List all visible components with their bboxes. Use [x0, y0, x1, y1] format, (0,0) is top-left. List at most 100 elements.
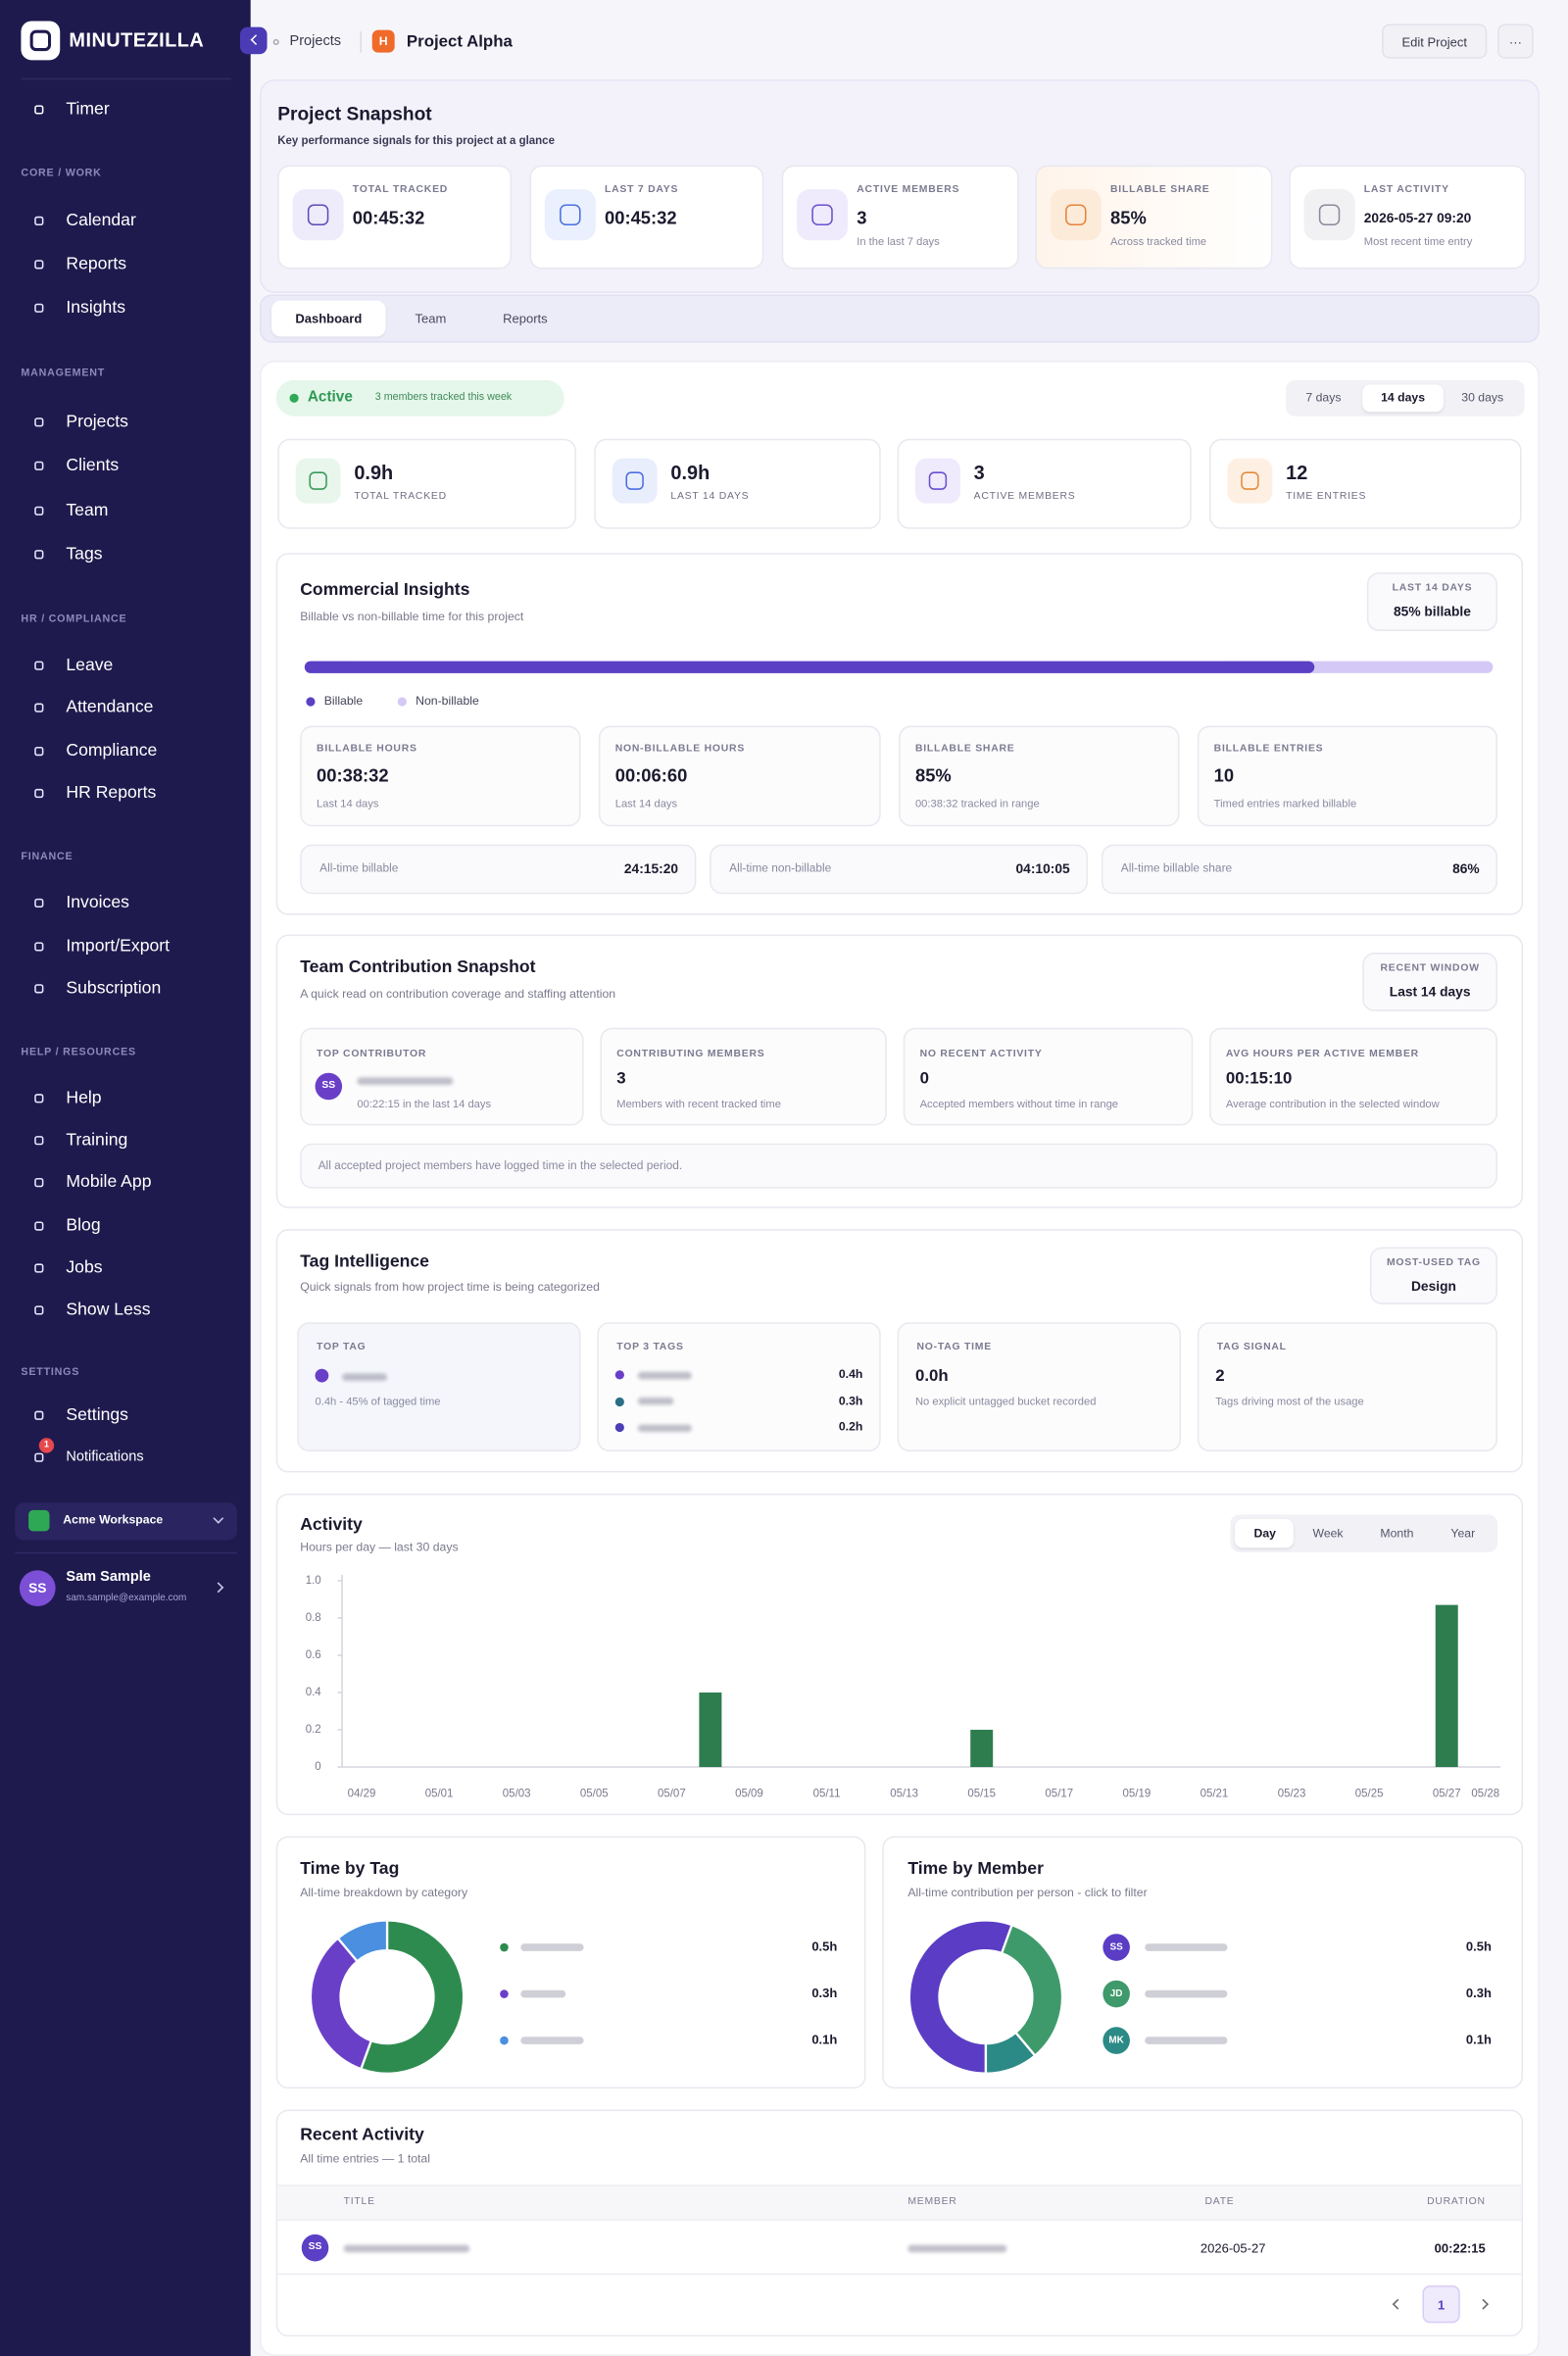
tab-active[interactable]: [271, 300, 386, 337]
icon: [28, 211, 49, 231]
stat-label: BILLABLE SHARE: [1110, 184, 1210, 196]
tab[interactable]: Team: [415, 311, 447, 326]
redacted-text: [1145, 1989, 1228, 1998]
icon: [28, 1300, 49, 1320]
sidebar-item[interactable]: Invoices: [66, 894, 129, 912]
redacted-text: [357, 1076, 454, 1085]
bar: [970, 1730, 994, 1768]
sidebar-item[interactable]: Reports: [66, 255, 127, 274]
sidebar-item[interactable]: Subscription: [66, 979, 162, 999]
metric-label: NO RECENT ACTIVITY: [919, 1049, 1043, 1059]
sidebar-item[interactable]: Calendar: [66, 212, 136, 230]
collapse-button[interactable]: [239, 26, 268, 55]
info-row: [300, 1143, 1498, 1189]
icon: [914, 458, 960, 504]
range-active[interactable]: [1362, 384, 1444, 413]
breadcrumb[interactable]: Projects: [289, 32, 342, 50]
sidebar-item[interactable]: Insights: [66, 299, 126, 318]
sidebar-item[interactable]: Timer: [66, 100, 110, 120]
sidebar-item[interactable]: Team: [66, 502, 109, 520]
x-tick-label: 05/27: [1433, 1789, 1461, 1800]
sidebar-item[interactable]: Attendance: [66, 698, 154, 717]
metric-value: 00:06:60: [614, 764, 688, 786]
range-option[interactable]: Year: [1450, 1525, 1476, 1540]
sidebar-item[interactable]: Training: [66, 1131, 128, 1150]
icon-glyph: [1241, 471, 1259, 490]
metric-card: [600, 1027, 887, 1126]
sidebar-item[interactable]: HR Reports: [66, 784, 157, 803]
x-tick-label: 05/05: [580, 1789, 609, 1800]
redacted-text: [343, 2243, 470, 2252]
range-option[interactable]: Day: [1253, 1525, 1276, 1540]
metric-note: Timed entries marked billable: [1213, 796, 1357, 810]
sidebar-item[interactable]: Show Less: [66, 1301, 151, 1320]
range-option[interactable]: Month: [1380, 1525, 1414, 1540]
icon: [28, 893, 49, 913]
icon-glyph: [560, 204, 581, 225]
page-button[interactable]: [1422, 2284, 1460, 2324]
sidebar-item[interactable]: Leave: [66, 657, 114, 675]
icon-glyph: [34, 303, 44, 313]
range-option[interactable]: 14 days: [1381, 390, 1426, 405]
legend-value: 0.1h: [811, 2033, 837, 2047]
sidebar-item[interactable]: Import/Export: [66, 937, 171, 957]
badge-label: RECENT WINDOW: [1380, 962, 1480, 974]
x-tick-label: 05/09: [735, 1789, 763, 1800]
project-badge-letter: H: [378, 33, 388, 48]
avatar: [19, 1570, 56, 1606]
icon-glyph: [34, 747, 44, 756]
icon: [28, 1215, 49, 1236]
sidebar-item[interactable]: Compliance: [66, 742, 158, 761]
range-option[interactable]: 30 days: [1461, 390, 1504, 405]
sidebar-item[interactable]: Mobile App: [66, 1173, 152, 1192]
tab[interactable]: Reports: [503, 311, 548, 326]
sidebar-item[interactable]: Projects: [66, 413, 128, 432]
sidebar-item[interactable]: Settings: [66, 1406, 129, 1425]
workspace-icon: [28, 1509, 50, 1532]
section-subtitle: Hours per day — last 30 days: [300, 1540, 459, 1554]
x-tick-label: 05/23: [1278, 1789, 1306, 1800]
all-time-value: 04:10:05: [1015, 860, 1070, 876]
button[interactable]: [1497, 24, 1534, 59]
icon: [28, 254, 49, 274]
legend-value: 0.5h: [1466, 1939, 1492, 1953]
project-name: Project Alpha: [406, 32, 513, 52]
metric-label: NON-BILLABLE HOURS: [614, 743, 746, 755]
badge-value: Last 14 days: [1389, 984, 1471, 1000]
sidebar-item[interactable]: Clients: [66, 457, 120, 475]
avatar: [315, 1072, 343, 1101]
tag-dot: [315, 1368, 329, 1383]
sidebar-item[interactable]: Help: [66, 1089, 102, 1107]
button[interactable]: [1382, 24, 1488, 59]
icon-glyph: [34, 461, 44, 470]
icon: [544, 189, 596, 241]
workspace-switcher[interactable]: [15, 1502, 237, 1541]
redacted-text: [1145, 2037, 1228, 2044]
range-active[interactable]: [1235, 1519, 1294, 1548]
sidebar-item[interactable]: Blog: [66, 1216, 101, 1236]
sidebar-item[interactable]: Jobs: [66, 1258, 103, 1278]
info-text: All accepted project members have logged…: [318, 1158, 683, 1172]
all-time-row: [710, 844, 1089, 895]
metric-label: BILLABLE SHARE: [914, 743, 1015, 755]
sidebar-item[interactable]: Tags: [66, 545, 103, 564]
range-option[interactable]: Week: [1312, 1525, 1344, 1540]
range-option[interactable]: 7 days: [1305, 390, 1342, 405]
avatar: [1102, 2027, 1130, 2054]
legend-dot: [500, 1989, 509, 1998]
icon-glyph: [34, 260, 44, 270]
table-header: [277, 2184, 1522, 2222]
redacted-text: [1145, 1943, 1228, 1951]
section-card: [275, 1836, 866, 2089]
x-tick-label: 05/13: [890, 1789, 918, 1800]
metric-note: Tags driving most of the usage: [1215, 1394, 1364, 1408]
metric-note: 00:22:15 in the last 14 days: [357, 1097, 492, 1111]
sidebar-item[interactable]: Notifications: [66, 1448, 144, 1465]
metric-value: 10: [1213, 764, 1235, 786]
donut-segment: [359, 1919, 466, 2075]
stat-label: ACTIVE MEMBERS: [857, 184, 960, 196]
donut-segment: [984, 2031, 1037, 2075]
tab[interactable]: Dashboard: [295, 311, 363, 326]
breadcrumb-dot: [272, 38, 279, 45]
metric-value: 2: [1215, 1367, 1225, 1386]
